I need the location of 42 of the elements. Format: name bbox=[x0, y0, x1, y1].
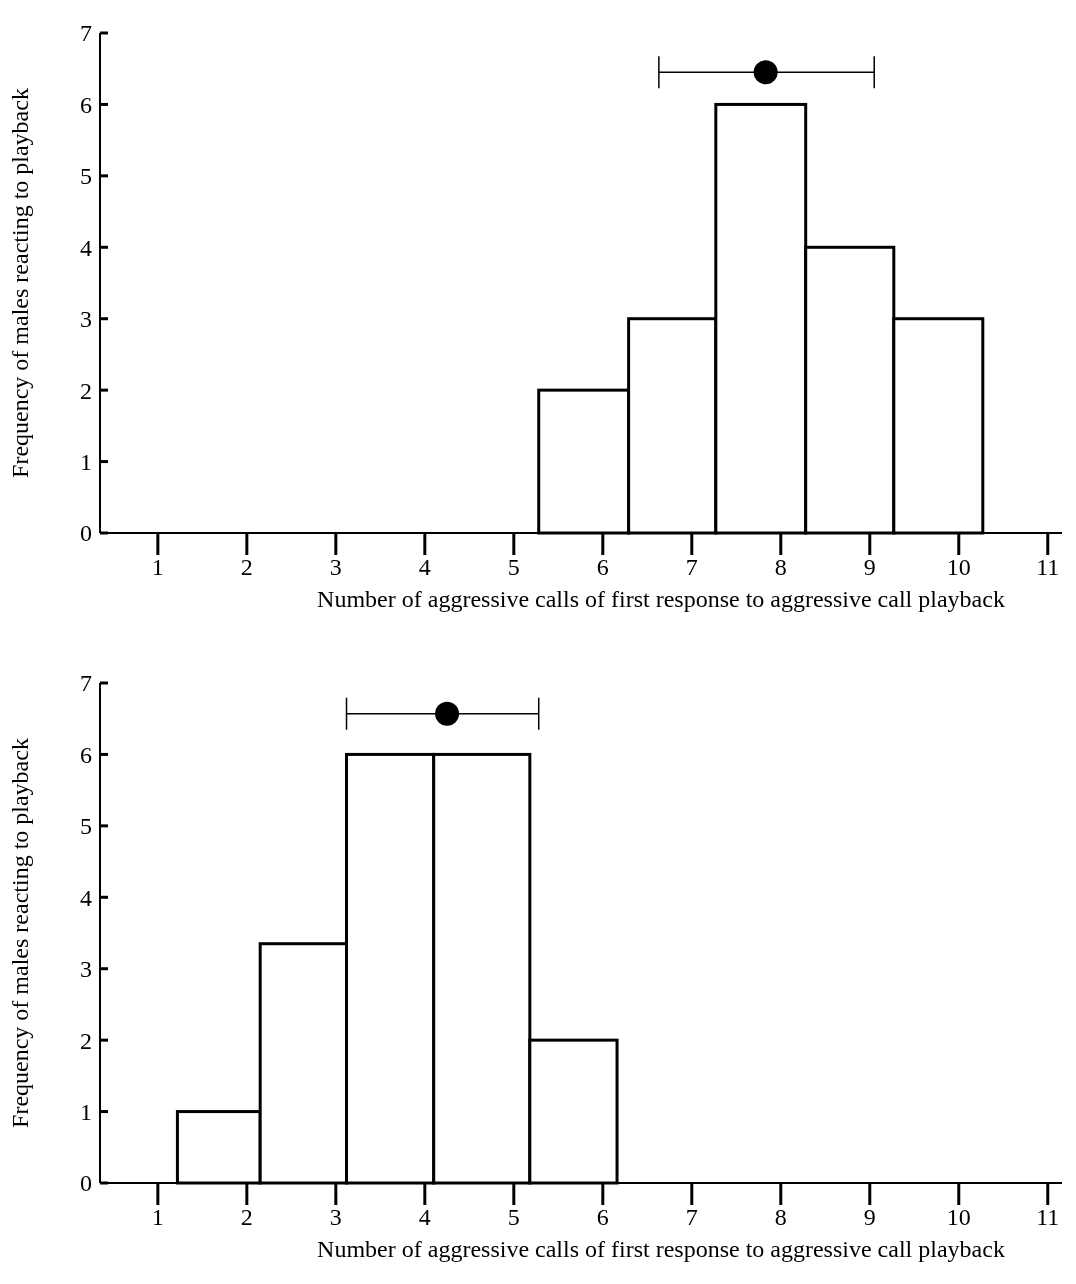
y-tick-label: 2 bbox=[80, 1027, 92, 1054]
y-tick-label: 0 bbox=[80, 520, 92, 547]
y-tick-label: 5 bbox=[80, 813, 92, 840]
x-tick-label: 7 bbox=[685, 554, 698, 580]
y-axis-title: Frequency of males reacting to playback bbox=[7, 88, 33, 478]
x-tick-label: 1 bbox=[151, 1204, 164, 1230]
y-tick-label: 1 bbox=[80, 1098, 92, 1125]
x-tick-label: 7 bbox=[685, 1204, 698, 1230]
x-tick-label: 4 bbox=[418, 1204, 431, 1230]
x-tick-label: 5 bbox=[507, 1204, 520, 1230]
x-tick-label: 11 bbox=[1036, 1204, 1060, 1230]
x-tick-label: 2 bbox=[240, 554, 253, 580]
y-tick-label: 3 bbox=[80, 306, 92, 333]
x-axis-title: Number of aggressive calls of first response to aggressive call playback bbox=[317, 1236, 1005, 1262]
y-tick-label: 6 bbox=[80, 741, 92, 768]
x-axis-title: Number of aggressive calls of first response to aggressive call playback bbox=[317, 586, 1005, 612]
x-tick-label: 11 bbox=[1036, 554, 1060, 580]
x-tick-label: 8 bbox=[774, 554, 787, 580]
x-tick-label: 3 bbox=[329, 1204, 342, 1230]
y-tick-label: 6 bbox=[80, 91, 92, 118]
x-tick-label: 1 bbox=[151, 554, 164, 580]
x-tick-label: 6 bbox=[596, 1204, 609, 1230]
y-tick-label: 7 bbox=[80, 670, 92, 697]
x-tick-label: 4 bbox=[418, 554, 431, 580]
y-tick-label: 5 bbox=[80, 163, 92, 190]
y-tick-label: 0 bbox=[80, 1170, 92, 1197]
y-tick-label: 3 bbox=[80, 956, 92, 983]
y-tick-label: 4 bbox=[80, 234, 92, 261]
x-tick-label: 5 bbox=[507, 554, 520, 580]
y-tick-label: 1 bbox=[80, 448, 92, 475]
x-tick-label: 8 bbox=[774, 1204, 787, 1230]
x-tick-label: 10 bbox=[946, 554, 971, 580]
x-tick-label: 6 bbox=[596, 554, 609, 580]
x-tick-label: 9 bbox=[863, 554, 876, 580]
y-tick-label: 7 bbox=[80, 20, 92, 47]
x-tick-label: 9 bbox=[863, 1204, 876, 1230]
y-tick-label: 2 bbox=[80, 377, 92, 404]
x-tick-label: 10 bbox=[946, 1204, 971, 1230]
x-tick-label: 2 bbox=[240, 1204, 253, 1230]
y-axis-title: Frequency of males reacting to playback bbox=[7, 738, 33, 1128]
y-tick-label: 4 bbox=[80, 884, 92, 911]
x-tick-label: 3 bbox=[329, 554, 342, 580]
